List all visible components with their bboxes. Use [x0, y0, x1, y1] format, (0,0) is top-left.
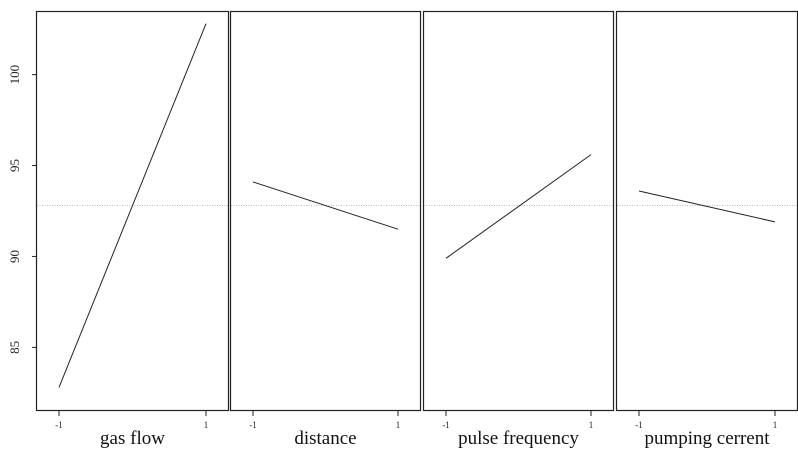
x-tick-label: 1 — [204, 420, 209, 430]
x-tick-label: 1 — [589, 420, 594, 430]
x-tick-label: -1 — [635, 420, 643, 430]
y-tick-label: 90 — [7, 250, 22, 263]
panel-frame — [615, 10, 798, 412]
x-tick-label: -1 — [55, 420, 63, 430]
x-tick-label: -1 — [442, 420, 450, 430]
panel-xlabel: distance — [294, 428, 356, 449]
y-tick-label: 85 — [7, 341, 22, 354]
y-tick-label: 100 — [7, 65, 22, 85]
x-tick-label: 1 — [396, 420, 401, 430]
panel-xlabel: gas flow — [100, 428, 165, 449]
effect-line — [58, 23, 207, 388]
panel-frame — [422, 10, 615, 412]
x-tick-label: 1 — [773, 420, 778, 430]
panel-xlabel: pumping cerrent — [644, 428, 770, 449]
x-tick-label: -1 — [249, 420, 257, 430]
panel-frame — [35, 10, 230, 412]
y-tick-label: 95 — [7, 159, 22, 172]
effect-line — [252, 181, 399, 230]
effect-line — [638, 190, 776, 223]
effect-line — [445, 154, 592, 259]
panel-xlabel: pulse frequency — [458, 428, 579, 449]
panel-frame — [229, 10, 422, 412]
